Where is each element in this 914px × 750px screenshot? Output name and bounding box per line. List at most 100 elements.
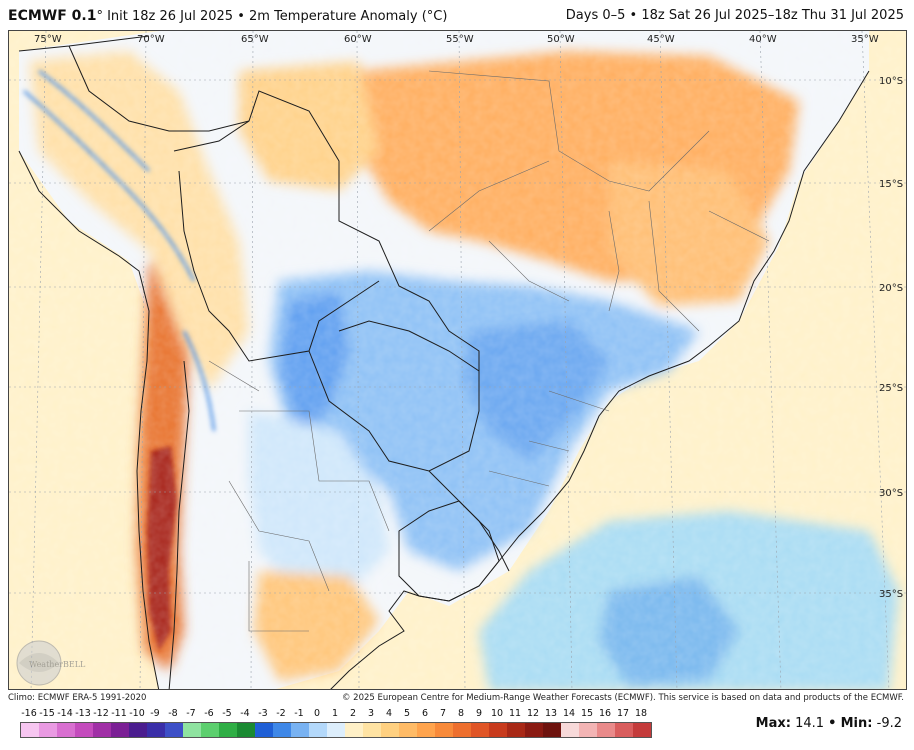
weatherbell-watermark: WeatherBELL — [16, 640, 86, 686]
legend-swatch — [147, 723, 165, 737]
lon-label: 35°W — [851, 34, 879, 45]
legend-swatch — [507, 723, 525, 737]
legend-tick-label: 17 — [616, 708, 630, 719]
lon-label: 65°W — [241, 34, 269, 45]
legend-tick-label: 13 — [544, 708, 558, 719]
state-lines — [208, 70, 770, 632]
legend-tick-label: 6 — [421, 708, 429, 719]
legend-swatch — [399, 723, 417, 737]
color-legend: -16 -15 -14 -13 -12 -11 -10 -9 -8 -7 -6 -5 -4 -3 -2 -1 0… — [20, 708, 660, 738]
legend-tick-label: -2 — [276, 708, 286, 719]
legend-swatch — [39, 723, 57, 737]
header: ECMWF 0.1° Init 18z 26 Jul 2025 • 2m Tem… — [0, 0, 914, 30]
legend-tick-label: 0 — [313, 708, 321, 719]
legend-swatch — [75, 723, 93, 737]
map-canvas: 75°W 70°W 65°W 60°W 55°W 50°W 45°W 40°W … — [9, 31, 906, 689]
stats-separator: • — [828, 716, 837, 731]
border-paraguay — [308, 320, 480, 472]
legend-swatch — [327, 723, 345, 737]
lat-label: 30°S — [879, 488, 903, 499]
legend-tick-label: -15 — [39, 708, 55, 719]
legend-swatch — [345, 723, 363, 737]
border-argentina-chile — [168, 360, 190, 689]
texture-overlay — [9, 31, 906, 689]
legend-swatch — [633, 723, 651, 737]
legend-swatch — [129, 723, 147, 737]
legend-tick-label: 7 — [439, 708, 447, 719]
lat-label: 10°S — [879, 76, 903, 87]
legend-swatch — [309, 723, 327, 737]
legend-swatch — [201, 723, 219, 737]
legend-swatch — [291, 723, 309, 737]
lon-label: 45°W — [647, 34, 675, 45]
anomaly-map: 75°W 70°W 65°W 60°W 55°W 50°W 45°W 40°W … — [8, 30, 907, 690]
legend-tick-label: -14 — [57, 708, 73, 719]
legend-tick-label: 16 — [598, 708, 612, 719]
legend-swatch — [255, 723, 273, 737]
legend-tick-label: 5 — [403, 708, 411, 719]
watermark-text: WeatherBELL — [29, 660, 86, 669]
climo-note: Climo: ECMWF ERA-5 1991-2020 — [8, 693, 147, 703]
legend-tick-label: 9 — [475, 708, 483, 719]
valid-period: Days 0–5 • 18z Sat 26 Jul 2025–18z Thu 3… — [565, 8, 904, 23]
legend-swatch — [237, 723, 255, 737]
legend-swatch — [597, 723, 615, 737]
borders — [18, 35, 870, 689]
coastline-west — [18, 150, 160, 689]
lon-label: 60°W — [344, 34, 372, 45]
max-label: Max: — [755, 716, 791, 731]
legend-tick-label: 18 — [634, 708, 648, 719]
legend-swatch — [417, 723, 435, 737]
legend-swatch — [93, 723, 111, 737]
max-min-readout: Max: 14.1 • Min: -9.2 — [756, 716, 902, 731]
legend-ticks: -16 -15 -14 -13 -12 -11 -10 -9 -8 -7 -6 -5 -4 -3 -2 -1 0… — [20, 708, 660, 720]
min-value: -9.2 — [876, 716, 902, 731]
legend-swatch — [273, 723, 291, 737]
legend-tick-label: 4 — [385, 708, 393, 719]
legend-tick-label: -10 — [129, 708, 145, 719]
legend-swatch — [579, 723, 597, 737]
legend-tick-label: -9 — [150, 708, 160, 719]
legend-tick-label: -5 — [222, 708, 232, 719]
legend-swatch — [435, 723, 453, 737]
legend-swatch — [525, 723, 543, 737]
legend-swatch — [471, 723, 489, 737]
lat-label: 35°S — [879, 589, 903, 600]
legend-swatch — [183, 723, 201, 737]
lat-label: 20°S — [879, 283, 903, 294]
legend-swatch — [363, 723, 381, 737]
lat-label: 15°S — [879, 179, 903, 190]
legend-swatch — [111, 723, 129, 737]
lon-label: 70°W — [137, 34, 165, 45]
legend-tick-label: -1 — [294, 708, 304, 719]
legend-swatch — [381, 723, 399, 737]
border-venezuela-colombia — [68, 45, 250, 132]
legend-swatch — [453, 723, 471, 737]
legend-tick-label: 14 — [562, 708, 576, 719]
legend-tick-label: -8 — [168, 708, 178, 719]
legend-tick-label: -7 — [186, 708, 196, 719]
lon-label: 40°W — [749, 34, 777, 45]
legend-tick-label: -16 — [21, 708, 37, 719]
legend-swatch — [561, 723, 579, 737]
legend-tick-label: -3 — [258, 708, 268, 719]
min-label: Min: — [840, 716, 873, 731]
init-text: ° Init 18z 26 Jul 2025 • 2m Temperature … — [96, 9, 448, 24]
legend-swatch — [21, 723, 39, 737]
max-value: 14.1 — [795, 716, 825, 731]
legend-tick-label: -6 — [204, 708, 214, 719]
legend-tick-label: 15 — [580, 708, 594, 719]
map-title: ECMWF 0.1° Init 18z 26 Jul 2025 • 2m Tem… — [8, 8, 447, 24]
lon-label: 50°W — [547, 34, 575, 45]
legend-swatch — [57, 723, 75, 737]
legend-tick-label: -11 — [111, 708, 127, 719]
legend-tick-label: 12 — [526, 708, 540, 719]
legend-tick-label: 11 — [508, 708, 522, 719]
legend-tick-label: 3 — [367, 708, 375, 719]
legend-swatch — [615, 723, 633, 737]
legend-tick-label: -13 — [75, 708, 91, 719]
legend-swatch — [219, 723, 237, 737]
border-bolivia-peru — [178, 170, 380, 362]
legend-tick-label: 10 — [490, 708, 504, 719]
legend-tick-label: 1 — [331, 708, 339, 719]
